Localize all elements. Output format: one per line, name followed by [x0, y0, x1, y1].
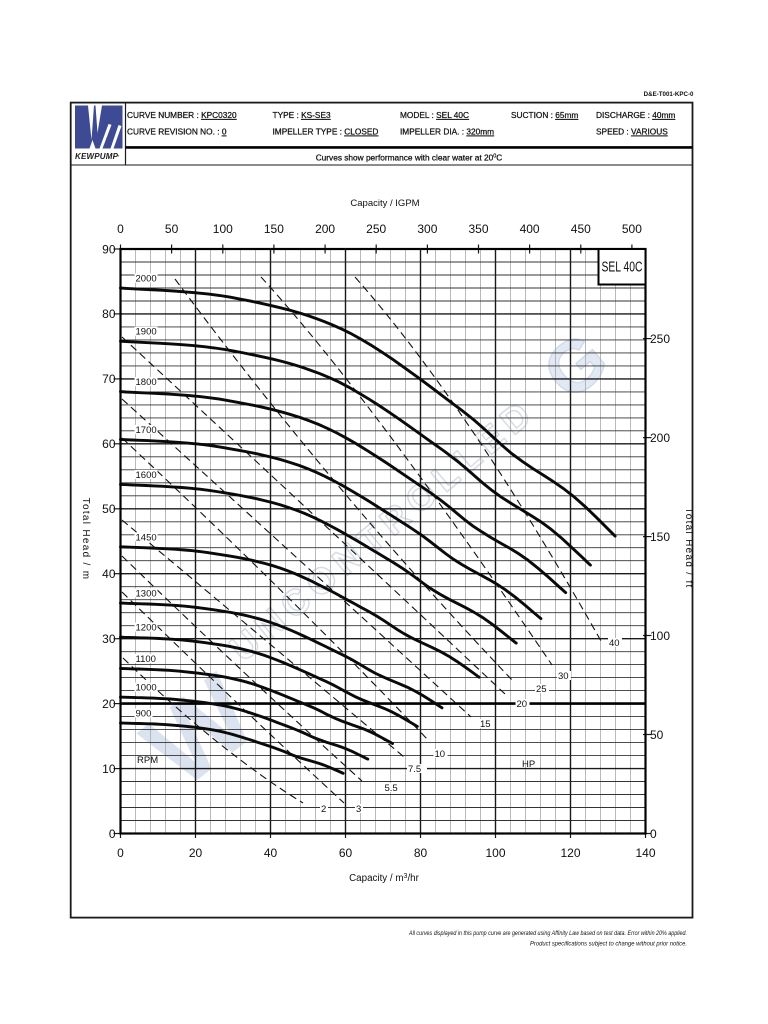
svg-text:1700: 1700: [136, 425, 157, 436]
svg-text:KEWPUMP,: KEWPUMP,: [75, 152, 120, 161]
svg-text:200: 200: [650, 431, 670, 445]
svg-text:90: 90: [102, 242, 116, 256]
svg-text:SPEED : VARIOUS: SPEED : VARIOUS: [596, 127, 668, 137]
svg-text:1800: 1800: [136, 377, 157, 388]
svg-text:140: 140: [635, 846, 655, 860]
svg-text:50: 50: [165, 222, 179, 236]
svg-text:0: 0: [650, 827, 657, 841]
svg-text:All curves displayed in this p: All curves displayed in this pump curve …: [408, 930, 687, 937]
svg-text:0: 0: [117, 222, 124, 236]
svg-text:MODEL : SEL 40C: MODEL : SEL 40C: [400, 110, 469, 120]
svg-text:1100: 1100: [136, 654, 156, 665]
svg-text:250: 250: [650, 332, 670, 346]
svg-text:200: 200: [315, 222, 335, 236]
svg-text:900: 900: [136, 709, 152, 720]
svg-text:250: 250: [366, 222, 386, 236]
svg-text:20: 20: [102, 697, 116, 711]
svg-text:150: 150: [650, 530, 670, 544]
svg-text:40: 40: [609, 638, 620, 649]
svg-text:DISCHARGE : 40mm: DISCHARGE : 40mm: [596, 110, 675, 120]
svg-text:10: 10: [435, 749, 446, 760]
svg-text:D&E-T001-KPC-0: D&E-T001-KPC-0: [644, 91, 694, 98]
svg-text:15: 15: [480, 719, 491, 730]
svg-text:1000: 1000: [136, 683, 157, 694]
svg-text:SUCTION : 65mm: SUCTION : 65mm: [511, 110, 578, 120]
svg-text:80: 80: [102, 307, 116, 321]
svg-text:1300: 1300: [136, 589, 157, 600]
svg-text:RPM: RPM: [137, 755, 158, 766]
svg-text:30: 30: [102, 632, 116, 646]
svg-text:7.5: 7.5: [408, 764, 421, 775]
svg-text:40: 40: [102, 567, 116, 581]
svg-text:120: 120: [560, 846, 580, 860]
svg-text:20: 20: [517, 699, 528, 710]
svg-text:1600: 1600: [136, 470, 157, 481]
svg-text:CURVE REVISION NO. : 0: CURVE REVISION NO. : 0: [127, 127, 227, 137]
svg-text:40: 40: [264, 846, 278, 860]
svg-text:100: 100: [213, 222, 233, 236]
svg-text:50: 50: [102, 502, 116, 516]
svg-text:100: 100: [485, 846, 505, 860]
svg-text:0: 0: [117, 846, 124, 860]
svg-text:300: 300: [417, 222, 437, 236]
svg-text:Capacity / IGPM: Capacity / IGPM: [350, 198, 419, 209]
svg-text:50: 50: [650, 728, 664, 742]
svg-text:2000: 2000: [136, 274, 157, 285]
svg-text:150: 150: [264, 222, 284, 236]
svg-text:Total Head / ft: Total Head / ft: [683, 507, 694, 588]
svg-text:TYPE : KS-SE3: TYPE : KS-SE3: [273, 110, 331, 120]
svg-text:Capacity / m3/hr: Capacity / m3/hr: [349, 873, 420, 884]
svg-text:1900: 1900: [136, 327, 157, 338]
svg-text:400: 400: [520, 222, 540, 236]
svg-text:1200: 1200: [136, 623, 157, 634]
svg-text:5.5: 5.5: [385, 783, 398, 794]
svg-text:70: 70: [102, 372, 116, 386]
svg-text:HP: HP: [522, 759, 535, 770]
svg-text:1450: 1450: [136, 532, 157, 543]
svg-text:0: 0: [109, 827, 116, 841]
svg-text:CURVE NUMBER : KPC0320: CURVE NUMBER : KPC0320: [127, 110, 237, 120]
svg-text:2: 2: [321, 804, 326, 815]
svg-text:IMPELLER DIA. : 320mm: IMPELLER DIA. : 320mm: [400, 127, 494, 137]
svg-text:80: 80: [414, 846, 428, 860]
svg-text:20: 20: [189, 846, 203, 860]
svg-text:3: 3: [356, 804, 361, 815]
svg-text:Product specifications subject: Product specifications subject to change…: [530, 941, 687, 948]
svg-text:Curves show performance with c: Curves show performance with clear water…: [316, 153, 503, 163]
svg-text:Total Head / m: Total Head / m: [80, 498, 91, 581]
svg-text:450: 450: [571, 222, 591, 236]
svg-text:IMPELLER TYPE : CLOSED: IMPELLER TYPE : CLOSED: [273, 127, 379, 137]
svg-text:25: 25: [536, 684, 547, 695]
svg-text:SEL 40C: SEL 40C: [602, 260, 643, 276]
svg-text:10: 10: [102, 762, 116, 776]
svg-text:30: 30: [558, 671, 569, 682]
svg-text:100: 100: [650, 629, 670, 643]
svg-text:350: 350: [468, 222, 488, 236]
svg-text:500: 500: [622, 222, 642, 236]
svg-text:60: 60: [339, 846, 353, 860]
svg-text:60: 60: [102, 437, 116, 451]
